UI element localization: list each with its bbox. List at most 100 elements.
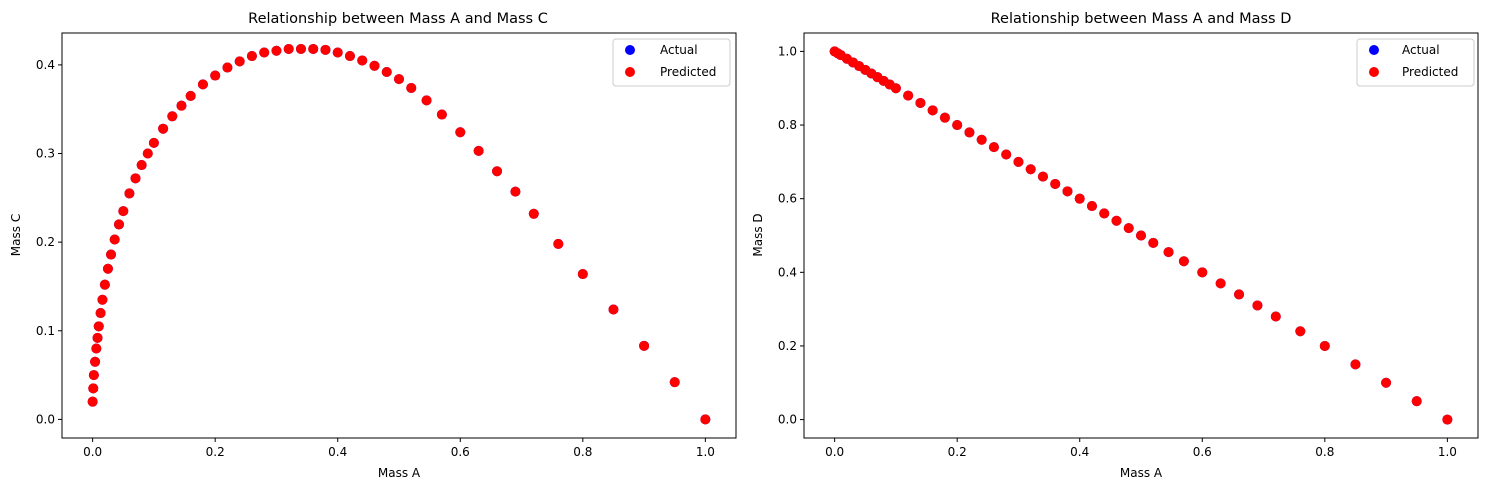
chart-title: Relationship between Mass A and Mass D bbox=[991, 11, 1292, 27]
legend: Actual Predicted bbox=[1356, 38, 1475, 87]
point-predicted bbox=[148, 137, 159, 148]
point-predicted bbox=[283, 43, 294, 54]
point-predicted bbox=[1234, 289, 1245, 300]
y-axis-label: Mass C bbox=[9, 214, 23, 256]
point-predicted bbox=[222, 62, 233, 73]
legend-label-predicted: Predicted bbox=[660, 65, 716, 79]
point-predicted bbox=[185, 90, 196, 101]
point-predicted bbox=[700, 414, 711, 425]
point-predicted bbox=[118, 206, 129, 217]
point-predicted bbox=[394, 74, 404, 85]
legend-marker-actual bbox=[625, 45, 635, 55]
point-predicted bbox=[927, 105, 938, 116]
point-predicted bbox=[1086, 201, 1097, 212]
y-tick-label: 0.3 bbox=[36, 147, 55, 161]
chart-mass-c: Relationship between Mass A and Mass C 0… bbox=[9, 11, 737, 480]
point-predicted bbox=[1270, 311, 1281, 322]
legend-label-actual: Actual bbox=[1402, 43, 1440, 57]
point-predicted bbox=[1050, 178, 1061, 189]
point-predicted bbox=[890, 83, 901, 94]
point-predicted bbox=[109, 234, 120, 245]
point-predicted bbox=[436, 109, 447, 120]
point-predicted bbox=[1295, 326, 1306, 337]
legend-label-actual: Actual bbox=[660, 43, 698, 57]
point-predicted bbox=[510, 186, 521, 197]
point-predicted bbox=[1013, 156, 1024, 167]
point-predicted bbox=[142, 148, 153, 159]
point-predicted bbox=[381, 66, 392, 77]
point-predicted bbox=[234, 56, 245, 67]
point-predicted bbox=[124, 188, 135, 199]
point-predicted bbox=[93, 321, 104, 332]
point-predicted bbox=[88, 383, 99, 394]
legend-frame bbox=[1356, 38, 1475, 87]
legend-frame bbox=[612, 38, 731, 87]
point-predicted bbox=[1381, 377, 1392, 388]
y-tick-label: 0.4 bbox=[778, 265, 797, 279]
chart-title: Relationship between Mass A and Mass C bbox=[248, 11, 548, 27]
y-axis-ticks: 0.0 0.1 0.2 0.3 0.4 bbox=[36, 58, 62, 426]
point-predicted bbox=[1025, 164, 1036, 175]
y-tick-label: 0.8 bbox=[778, 118, 797, 132]
point-predicted bbox=[952, 120, 963, 131]
point-predicted bbox=[210, 70, 221, 81]
point-predicted bbox=[91, 343, 102, 354]
point-predicted bbox=[669, 377, 680, 388]
x-tick-label: 0.8 bbox=[573, 445, 592, 459]
point-predicted bbox=[87, 396, 98, 407]
point-predicted bbox=[1215, 278, 1226, 289]
x-tick-label: 1.0 bbox=[1438, 445, 1457, 459]
plot-area-frame bbox=[803, 32, 1479, 439]
y-tick-label: 0.2 bbox=[36, 235, 55, 249]
chart-mass-d: Relationship between Mass A and Mass D 0… bbox=[751, 11, 1479, 480]
point-predicted bbox=[421, 95, 432, 106]
y-tick-label: 0.0 bbox=[36, 412, 55, 426]
y-tick-label: 0.6 bbox=[778, 192, 797, 206]
legend-label-predicted: Predicted bbox=[1402, 65, 1458, 79]
point-predicted bbox=[528, 208, 539, 219]
point-predicted bbox=[176, 100, 187, 111]
point-predicted bbox=[357, 55, 368, 66]
point-predicted bbox=[308, 43, 319, 54]
point-predicted bbox=[92, 332, 103, 343]
x-tick-label: 0.2 bbox=[206, 445, 225, 459]
point-predicted bbox=[1111, 215, 1122, 226]
point-predicted bbox=[246, 51, 257, 62]
point-predicted bbox=[1178, 256, 1189, 267]
point-predicted bbox=[608, 304, 619, 315]
point-predicted bbox=[102, 263, 113, 274]
y-tick-label: 0.2 bbox=[778, 339, 797, 353]
point-predicted bbox=[113, 219, 124, 230]
data-points bbox=[87, 43, 711, 425]
point-predicted bbox=[332, 47, 343, 58]
y-tick-label: 1.0 bbox=[778, 44, 797, 58]
point-predicted bbox=[271, 45, 282, 56]
point-predicted bbox=[1037, 171, 1048, 182]
point-predicted bbox=[915, 97, 926, 108]
point-predicted bbox=[1148, 237, 1159, 248]
point-predicted bbox=[1252, 300, 1263, 311]
x-axis-ticks: 0.0 0.2 0.4 0.6 0.8 1.0 bbox=[825, 438, 1457, 459]
y-tick-label: 0.1 bbox=[36, 324, 55, 338]
point-predicted bbox=[1136, 230, 1146, 241]
point-predicted bbox=[553, 238, 564, 249]
x-tick-label: 0.6 bbox=[1193, 445, 1212, 459]
point-predicted bbox=[1001, 149, 1012, 160]
y-tick-label: 0.4 bbox=[36, 58, 55, 72]
point-predicted bbox=[130, 173, 141, 184]
point-predicted bbox=[406, 82, 417, 93]
x-tick-label: 0.8 bbox=[1315, 445, 1334, 459]
point-predicted bbox=[473, 145, 484, 156]
point-predicted bbox=[295, 43, 306, 54]
x-tick-label: 0.2 bbox=[948, 445, 967, 459]
point-predicted bbox=[344, 51, 355, 62]
point-predicted bbox=[167, 111, 178, 122]
point-predicted bbox=[964, 127, 975, 138]
point-predicted bbox=[1411, 396, 1422, 407]
point-predicted bbox=[90, 356, 101, 367]
point-predicted bbox=[1099, 208, 1110, 219]
point-predicted bbox=[1442, 414, 1453, 425]
point-predicted bbox=[136, 160, 147, 171]
